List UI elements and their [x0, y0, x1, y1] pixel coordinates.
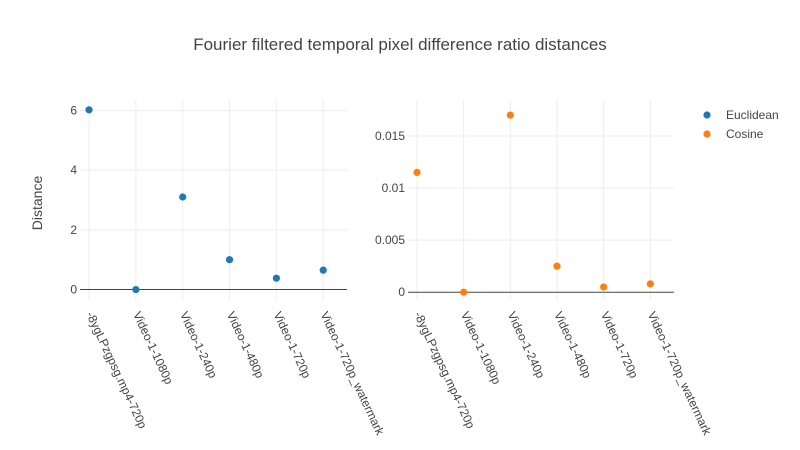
- y-tick-label: 0.005: [375, 233, 405, 247]
- x-tick-label: Video-1-240p: [177, 309, 220, 380]
- x-tick-label: Video-1-720p: [271, 309, 314, 380]
- y-tick-label: 6: [70, 103, 77, 117]
- point-euclidean[interactable]: [272, 274, 280, 282]
- point-euclidean[interactable]: [179, 193, 187, 201]
- x-tick-label: Video-1-720p_watermark: [318, 309, 388, 438]
- x-tick-label: Video-1-240p: [505, 309, 548, 380]
- legend-marker: [703, 111, 711, 119]
- x-tick-label: Video-1-720p_watermark: [645, 309, 715, 438]
- point-cosine[interactable]: [646, 280, 654, 288]
- y-axis-title: Distance: [29, 176, 45, 231]
- x-tick-label: Video-1-1080p: [130, 309, 176, 386]
- legend-label: Cosine: [726, 127, 764, 141]
- y-tick-label: 0.015: [375, 129, 405, 143]
- y-tick-label: 4: [70, 163, 77, 177]
- point-euclidean[interactable]: [85, 106, 93, 114]
- point-euclidean[interactable]: [225, 256, 234, 264]
- x-tick-label: Video-1-1080p: [458, 309, 504, 386]
- legend-marker: [703, 130, 711, 138]
- point-cosine[interactable]: [413, 168, 421, 176]
- legend-label: Euclidean: [726, 108, 779, 122]
- point-euclidean[interactable]: [319, 266, 327, 274]
- x-tick-label: Video-1-480p: [224, 309, 267, 380]
- chart-title: Fourier filtered temporal pixel differen…: [193, 35, 607, 54]
- point-cosine[interactable]: [506, 111, 514, 119]
- y-tick-label: 0: [398, 285, 405, 299]
- point-cosine[interactable]: [600, 283, 608, 291]
- x-tick-label: Video-1-480p: [551, 309, 594, 380]
- point-euclidean[interactable]: [132, 285, 140, 294]
- legend: Euclidean Cosine: [703, 108, 779, 141]
- point-cosine[interactable]: [553, 262, 561, 270]
- point-cosine[interactable]: [460, 288, 468, 296]
- x-tick-label: Video-1-720p: [598, 309, 641, 380]
- y-tick-label: 0: [70, 283, 77, 297]
- y-tick-label: 0.01: [382, 181, 406, 195]
- y-tick-label: 2: [70, 223, 77, 237]
